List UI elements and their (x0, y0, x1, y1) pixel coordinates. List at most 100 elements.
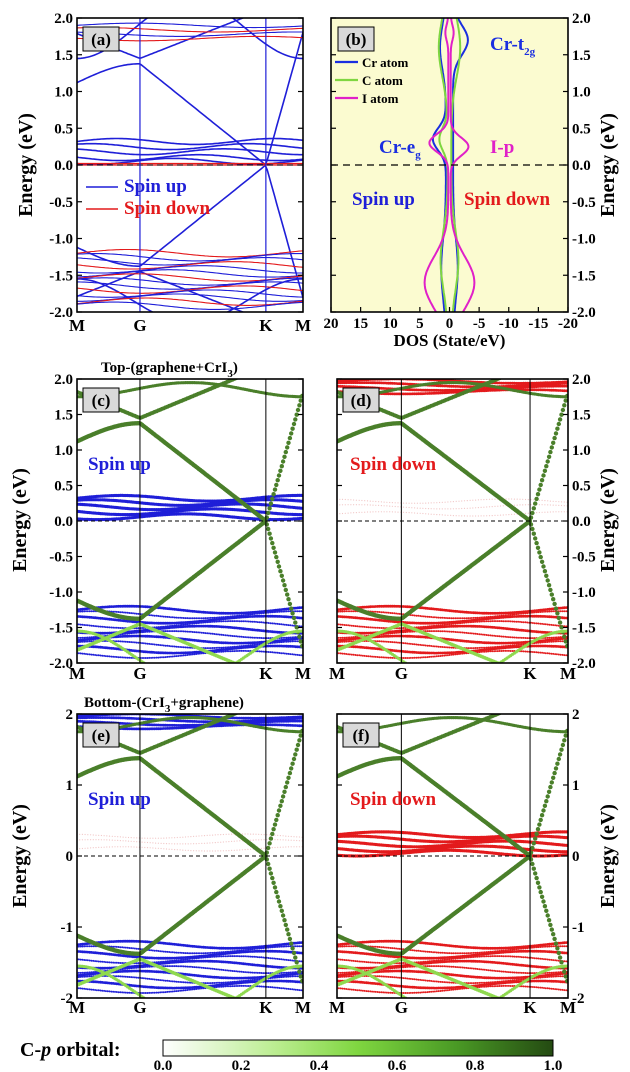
lower-band-dot (153, 656, 156, 659)
lower-band-dot (260, 637, 263, 639)
lower-band-dot (448, 617, 451, 620)
lower-band-dot (285, 623, 288, 626)
lower-band-dot (446, 646, 449, 649)
lower-band-dot (465, 631, 468, 634)
lower-band-dot (561, 610, 564, 613)
graphene-band-dot (272, 550, 278, 555)
lower-band-dot (253, 636, 256, 639)
lower-band-dot (231, 620, 234, 623)
lower-band-dot (380, 640, 383, 643)
graphene-band-dot (155, 669, 158, 672)
lower-band-dot (441, 654, 444, 657)
lower-band-dot (487, 634, 490, 637)
lower-band-dot (79, 636, 82, 639)
faint-band-dot (472, 499, 474, 501)
graphene-band-dot (269, 370, 273, 374)
lower-band-dot (506, 620, 508, 623)
graphene-band-dot (283, 587, 288, 593)
lower-band-dot (424, 656, 427, 659)
graphene-band-dot (281, 668, 285, 672)
lower-band-dot (171, 630, 174, 633)
lower-band-dot (141, 631, 144, 634)
lower-band-dot (382, 633, 385, 636)
lower-band-dot (253, 613, 256, 615)
lower-band-dot (119, 656, 122, 659)
lower-band-dot (557, 640, 560, 643)
lower-band-dot (184, 630, 187, 633)
graphene-band-dot (274, 482, 279, 488)
graphene-band-dot (272, 487, 278, 492)
lower-band-dot (554, 624, 557, 627)
faint-band-dot (480, 506, 482, 508)
graphene-band-dot (179, 669, 182, 672)
lower-band-dot (552, 652, 555, 655)
lower-band-dot (411, 614, 414, 617)
graphene-band-dot (291, 615, 297, 621)
lower-band-dot (552, 610, 555, 613)
graphene-band-dot (287, 435, 293, 441)
graphene-band-dot (188, 669, 191, 672)
lower-band-dot (269, 651, 272, 654)
faint-band-dot (463, 507, 466, 509)
faint-band-dot (383, 511, 385, 513)
graphene-band-dot (266, 526, 271, 532)
graphene-band-dot (263, 370, 267, 374)
graphene-band-dot (278, 468, 283, 473)
faint-band-dot (386, 511, 388, 513)
lower-band-dot (283, 610, 286, 613)
lower-band-dot (483, 646, 486, 649)
lower-band-dot (548, 640, 551, 643)
graphene-band-dot (298, 398, 303, 403)
graphene-band-dot (289, 668, 293, 672)
faint-band-dot (480, 499, 482, 501)
lower-band-dot (489, 650, 492, 653)
graphene-band-dot (296, 370, 300, 374)
faint-band-dot (547, 504, 549, 506)
lower-band-dot (387, 656, 390, 659)
lower-band-dot (271, 641, 274, 644)
faint-band-dot (361, 511, 363, 513)
faint-band-dot (372, 500, 374, 502)
lower-band-dot (413, 656, 416, 659)
faint-band-dot (433, 502, 435, 504)
lower-band-dot (391, 632, 394, 635)
lower-band-dot (393, 641, 396, 644)
faint-band-dot (466, 515, 468, 517)
lower-band-dot (162, 644, 165, 647)
faint-band-dot (469, 507, 471, 509)
lower-band-dot (79, 623, 82, 626)
lower-band-dot (115, 656, 118, 658)
lower-band-dot (166, 655, 169, 658)
lower-band-dot (454, 617, 457, 620)
lower-band-dot (164, 615, 167, 618)
lower-band-dot (200, 621, 203, 624)
lower-band-dot (215, 633, 218, 636)
lower-band-dot (182, 617, 185, 619)
lower-band-dot (206, 647, 209, 650)
graphene-band-dot (267, 531, 272, 536)
lower-band-dot (437, 645, 440, 648)
lower-band-dot (155, 656, 158, 659)
lower-band-dot (193, 617, 196, 620)
faint-band-dot (555, 500, 557, 503)
lower-band-dot (500, 620, 503, 623)
graphene-band-dot (191, 669, 194, 672)
lower-band-dot (213, 647, 216, 649)
lower-band-dot (247, 636, 250, 639)
lower-band-dot (476, 647, 479, 649)
lower-band-dot (417, 656, 420, 659)
lower-band-dot (348, 640, 351, 643)
faint-band-dot (347, 504, 349, 506)
lower-band-dot (411, 630, 414, 633)
lower-band-dot (285, 610, 288, 613)
lower-band-dot (287, 610, 290, 613)
lower-band-dot (544, 641, 547, 644)
lower-band-dot (428, 644, 431, 647)
faint-band-dot (452, 508, 454, 510)
lower-band-dot (469, 621, 472, 624)
lower-band-dot (509, 620, 512, 623)
faint-band-dot (558, 504, 560, 506)
faint-band-dot (364, 500, 366, 502)
lower-band-dot (166, 630, 169, 633)
faint-band-dot (344, 498, 346, 501)
